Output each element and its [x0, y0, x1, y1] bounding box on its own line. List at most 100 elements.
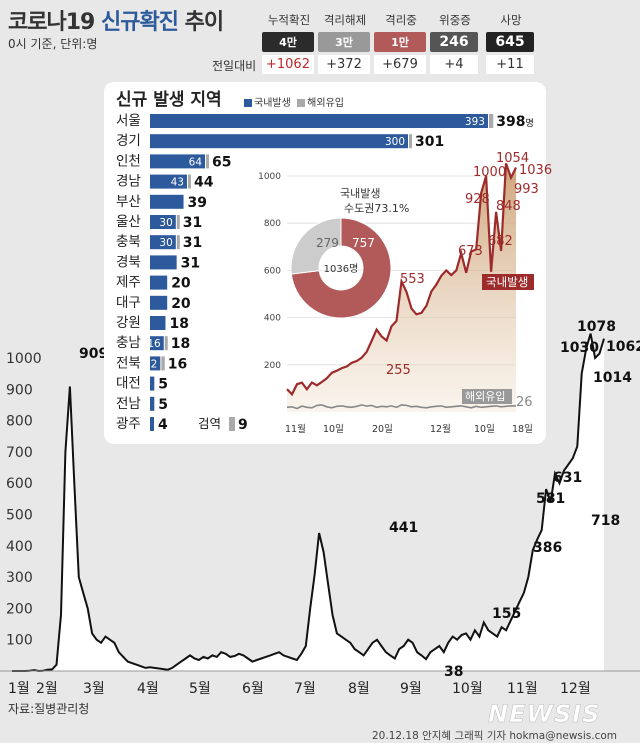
bar-inner-label: 43 — [171, 177, 184, 189]
region-chart-title: 신규 발생 지역 — [116, 90, 222, 110]
inset-x-tick: 18일 — [512, 424, 533, 435]
x-tick-label: 8월 — [348, 681, 370, 697]
inset-x-tick: 10일 — [474, 424, 495, 435]
bar-total-label: 31 — [181, 255, 200, 271]
bar-total-label: 398명 — [496, 114, 534, 130]
x-tick-label: 12월 — [560, 681, 591, 697]
y-tick-label: 700 — [6, 445, 33, 461]
bar-total-label: 4 — [158, 417, 168, 433]
main-series-line — [12, 333, 605, 673]
region-legend: 국내발생 해외유입 — [244, 94, 344, 109]
region-label: 대구 — [116, 295, 141, 311]
donut-slice — [290, 217, 392, 319]
bar-total-label: 44 — [194, 175, 214, 191]
legend-imported-label: 해외유입 — [307, 98, 344, 109]
bar-inner-label: 64 — [189, 156, 203, 168]
y-tick-label: 800 — [6, 414, 33, 430]
imported-bar — [206, 154, 210, 169]
inset-x-tick: 20일 — [372, 424, 393, 435]
quarantine-value: 9 — [238, 417, 248, 433]
y-tick-label: 300 — [6, 570, 33, 586]
bar-total-label: 18 — [169, 316, 188, 332]
region-label: 경북 — [116, 254, 141, 270]
bar-total-label: 31 — [183, 235, 202, 251]
legend-domestic-label: 국내발생 — [254, 98, 291, 109]
region-label: 강원 — [116, 315, 141, 331]
peak-label: 1030 — [560, 340, 599, 356]
domestic-bar — [150, 134, 408, 149]
donut-slice — [290, 217, 342, 275]
unit-note: 0시 기준, 단위:명 — [8, 37, 98, 51]
inset-point-label: 928 — [465, 192, 490, 207]
bar-total-label: 65 — [212, 154, 231, 170]
region-label: 충남 — [116, 335, 141, 351]
peak-label: 155 — [492, 606, 521, 622]
stat-label-0: 누적확진 — [267, 13, 311, 27]
bar-inner-label: 12 — [144, 358, 157, 370]
bar-total-label: 5 — [158, 397, 168, 413]
region-label: 전남 — [116, 396, 141, 412]
inset-point-label: 993 — [514, 182, 539, 197]
inset-y-tick: 1000 — [258, 172, 281, 182]
domestic-bar — [150, 295, 168, 310]
region-label: 서울 — [116, 113, 141, 129]
domestic-line — [286, 162, 517, 397]
inset-y-tick: 200 — [264, 361, 281, 371]
x-tick-label: 11월 — [507, 681, 538, 697]
stat-delta-1: +372 — [318, 55, 370, 74]
page-title: 코로나19 신규확진 추이 — [8, 10, 224, 35]
x-tick-label: 7월 — [294, 681, 316, 697]
bar-inner-label: 16 — [147, 338, 161, 350]
stat-delta-4: +11 — [486, 55, 534, 74]
stat-label-4: 사망 — [500, 13, 522, 27]
domestic-bar — [150, 114, 488, 128]
domestic-bar — [150, 235, 176, 250]
bar-inner-label: 30 — [159, 237, 172, 249]
domestic-bar — [150, 376, 155, 391]
bar-total-label: 301 — [415, 134, 444, 150]
stat-label-1: 격리해제 — [323, 13, 367, 27]
imported-bar — [187, 174, 191, 189]
stat-label-2: 격리중 — [385, 13, 417, 27]
bar-total-label: 20 — [171, 296, 191, 312]
peak-label: 581 — [536, 491, 565, 507]
bar-inner-label: 300 — [385, 136, 405, 148]
y-tick-label: 600 — [6, 476, 33, 492]
imported-bar — [409, 134, 412, 149]
stat-label-3: 위중증 — [439, 13, 471, 27]
x-tick-label: 5월 — [189, 681, 211, 697]
region-label: 전북 — [116, 355, 141, 371]
imported-bar — [176, 235, 180, 250]
imported-line — [286, 404, 516, 410]
bar-total-label: 5 — [158, 377, 168, 393]
inset-y-tick: 800 — [264, 219, 281, 229]
domestic-bar — [150, 336, 164, 351]
bar-inner-label: 30 — [159, 217, 172, 229]
stat-value-3: 246 — [430, 32, 478, 52]
x-tick-label: 3월 — [83, 681, 105, 697]
donut-title: 국내발생 — [340, 187, 380, 200]
y-tick-label: 500 — [6, 508, 33, 524]
peak-label: 386 — [533, 540, 562, 556]
y-tick-label: 100 — [6, 633, 33, 649]
stat-value-4: 645 — [486, 32, 534, 52]
inset-point-label: 848 — [496, 199, 521, 214]
quarantine-bar — [229, 417, 235, 431]
domestic-bar — [150, 417, 154, 431]
imported-tag-box — [462, 389, 512, 404]
stat-delta-0: +1062 — [262, 55, 314, 74]
imported-bar — [164, 336, 168, 351]
region-label: 제주 — [116, 275, 141, 291]
inset-x-tick: 12월 — [430, 423, 451, 435]
domestic-bar — [150, 194, 184, 209]
bar-total-label: 16 — [168, 356, 187, 372]
region-label: 대전 — [116, 376, 141, 392]
imported-bar — [176, 215, 180, 229]
region-label: 경기 — [116, 133, 141, 149]
inset-point-label: 1036 — [519, 163, 552, 178]
domestic-bar — [150, 174, 187, 189]
domestic-tag-box — [482, 274, 534, 290]
x-tick-label: 9월 — [400, 681, 422, 697]
region-label: 인천 — [116, 153, 141, 169]
inset-point-label: 553 — [400, 272, 425, 287]
